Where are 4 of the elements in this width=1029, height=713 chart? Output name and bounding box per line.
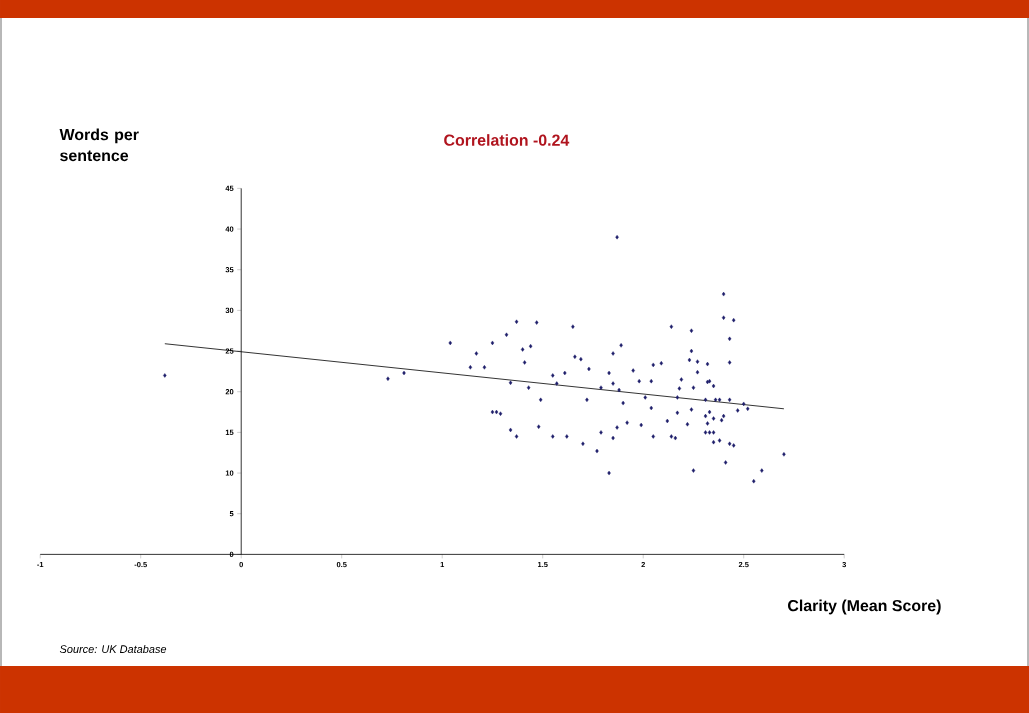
y-axis-title: Words per sentence bbox=[59, 128, 139, 162]
chart-title: Correlation -0.24 bbox=[444, 134, 570, 146]
x-axis-title: Clarity (Mean Score) bbox=[788, 599, 941, 615]
source-note: Source: UK Database bbox=[59, 644, 167, 654]
